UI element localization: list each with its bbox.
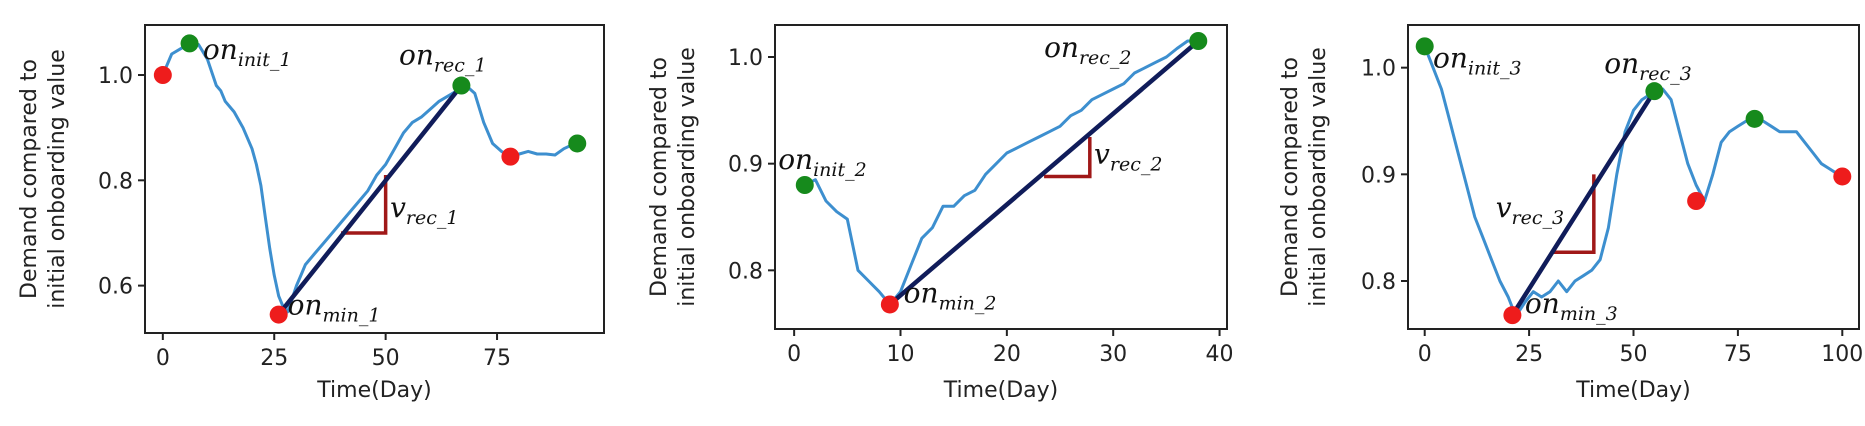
x-tick-label: 0 <box>1418 342 1432 367</box>
y-tick-label: 1.0 <box>728 46 763 71</box>
chart-2: 0 10 20 30 40 0.8 0.9 1.0 Time(Day) Demand compar… <box>647 24 1234 403</box>
chart-1: 0 25 50 75 0.6 0.8 1.0 Time(Day) Demand compared… <box>17 24 605 403</box>
annotation-subscript: rec_2 <box>1079 47 1132 69</box>
peak-point <box>1645 82 1664 101</box>
minimum-point <box>269 305 288 324</box>
x-tick-label: 10 <box>886 342 914 367</box>
annotation-label: onrec_1 <box>399 38 486 76</box>
annotation-label: onrec_3 <box>1604 47 1691 85</box>
minimum-point <box>1503 306 1522 325</box>
annotation-label: oninit_2 <box>778 143 867 181</box>
y-tick-label: 0.9 <box>728 153 763 178</box>
annotation-label: onmin_3 <box>1525 287 1618 325</box>
annotation-label: vrec_1 <box>390 191 458 229</box>
annotation-subscript: rec_3 <box>1639 63 1692 85</box>
annotation-label: oninit_3 <box>1433 42 1522 80</box>
x-tick-label: 25 <box>1515 342 1543 367</box>
slope-triangle <box>1552 174 1596 254</box>
peak-point <box>180 34 199 53</box>
annotation-label: onmin_1 <box>288 289 381 327</box>
y-axis-label: initial onboarding value <box>1306 47 1331 307</box>
peak-point <box>1189 32 1208 50</box>
recovery-line <box>276 83 464 317</box>
peak-point <box>568 134 587 153</box>
slope-triangle <box>341 175 388 235</box>
plot-frame <box>144 24 605 334</box>
annotation-subscript: min_3 <box>1560 303 1618 325</box>
demand-series-line <box>161 41 578 314</box>
annotation-base: on <box>288 289 323 322</box>
x-tick-label: 0 <box>156 346 170 371</box>
slope-triangle <box>1044 137 1092 179</box>
annotation-subscript: rec_1 <box>434 54 487 76</box>
x-tick-label: 50 <box>1620 342 1648 367</box>
annotation-subscript: rec_2 <box>1110 154 1163 176</box>
peak-point <box>795 176 814 194</box>
y-tick-label: 1.0 <box>98 64 133 89</box>
x-axis-label: Time(Day) <box>1575 378 1690 403</box>
annotation-subscript: rec_3 <box>1512 207 1565 229</box>
peak-point <box>452 76 471 95</box>
recovery-line <box>1510 88 1657 318</box>
y-axis-label: initial onboarding value <box>45 49 70 309</box>
x-tick-label: 0 <box>787 342 801 367</box>
x-tick-label: 25 <box>260 346 288 371</box>
y-tick-label: 0.9 <box>1361 163 1396 188</box>
x-tick-label: 75 <box>1724 342 1752 367</box>
annotation-base: on <box>778 143 813 176</box>
annotation-base: v <box>1496 191 1512 224</box>
annotation-subscript: min_2 <box>939 292 997 314</box>
annotation-base: on <box>203 33 238 66</box>
annotation-subscript: init_2 <box>813 159 867 181</box>
minimum-point <box>1833 167 1852 186</box>
y-tick-label: 1.0 <box>1361 57 1396 82</box>
annotation-label: onmin_2 <box>904 276 997 314</box>
x-tick-label: 30 <box>1099 342 1127 367</box>
x-tick-label: 100 <box>1821 342 1863 367</box>
annotation-base: on <box>399 38 434 71</box>
annotation-base: on <box>1433 42 1468 75</box>
plot-frame <box>774 24 1228 330</box>
peak-point <box>1415 37 1434 56</box>
annotation-label: oninit_1 <box>203 33 292 71</box>
annotation-base: on <box>904 276 939 309</box>
y-tick-label: 0.6 <box>98 275 133 300</box>
annotation-subscript: min_1 <box>322 305 380 327</box>
demand-series-line <box>804 39 1199 306</box>
annotation-base: on <box>1604 47 1639 80</box>
annotation-base: on <box>1044 31 1079 64</box>
peak-point <box>1745 109 1764 128</box>
x-axis-label: Time(Day) <box>316 378 431 403</box>
y-axis-label: Demand compared to <box>647 57 672 297</box>
chart-3: 0 25 50 75 100 0.8 0.9 1.0 Time(Day) Demand compa… <box>1278 24 1863 403</box>
annotation-base: v <box>1094 138 1110 171</box>
y-tick-label: 0.8 <box>728 259 763 284</box>
x-axis-label: Time(Day) <box>943 378 1058 403</box>
x-tick-label: 50 <box>372 346 400 371</box>
annotation-subscript: init_3 <box>1468 58 1522 80</box>
y-tick-label: 0.8 <box>98 169 133 194</box>
annotation-label: vrec_2 <box>1094 138 1162 176</box>
annotation-subscript: rec_1 <box>406 207 459 229</box>
annotation-label: onrec_2 <box>1044 31 1131 69</box>
y-axis-label: initial onboarding value <box>675 47 700 307</box>
annotation-base: v <box>390 191 406 224</box>
x-tick-label: 75 <box>483 346 511 371</box>
minimum-point <box>501 147 520 166</box>
y-axis-label: Demand compared to <box>1278 57 1303 297</box>
annotation-subscript: init_1 <box>238 49 292 71</box>
x-tick-label: 40 <box>1206 342 1234 367</box>
recovery-line <box>887 38 1201 307</box>
minimum-point <box>880 295 899 314</box>
minimum-point <box>153 66 172 85</box>
annotation-label: vrec_3 <box>1496 191 1564 229</box>
x-tick-label: 20 <box>993 342 1021 367</box>
annotation-base: on <box>1525 287 1560 320</box>
demand-series-line <box>1423 45 1843 317</box>
minimum-point <box>1687 192 1706 210</box>
y-axis-label: Demand compared to <box>17 59 42 299</box>
y-tick-label: 0.8 <box>1361 270 1396 295</box>
